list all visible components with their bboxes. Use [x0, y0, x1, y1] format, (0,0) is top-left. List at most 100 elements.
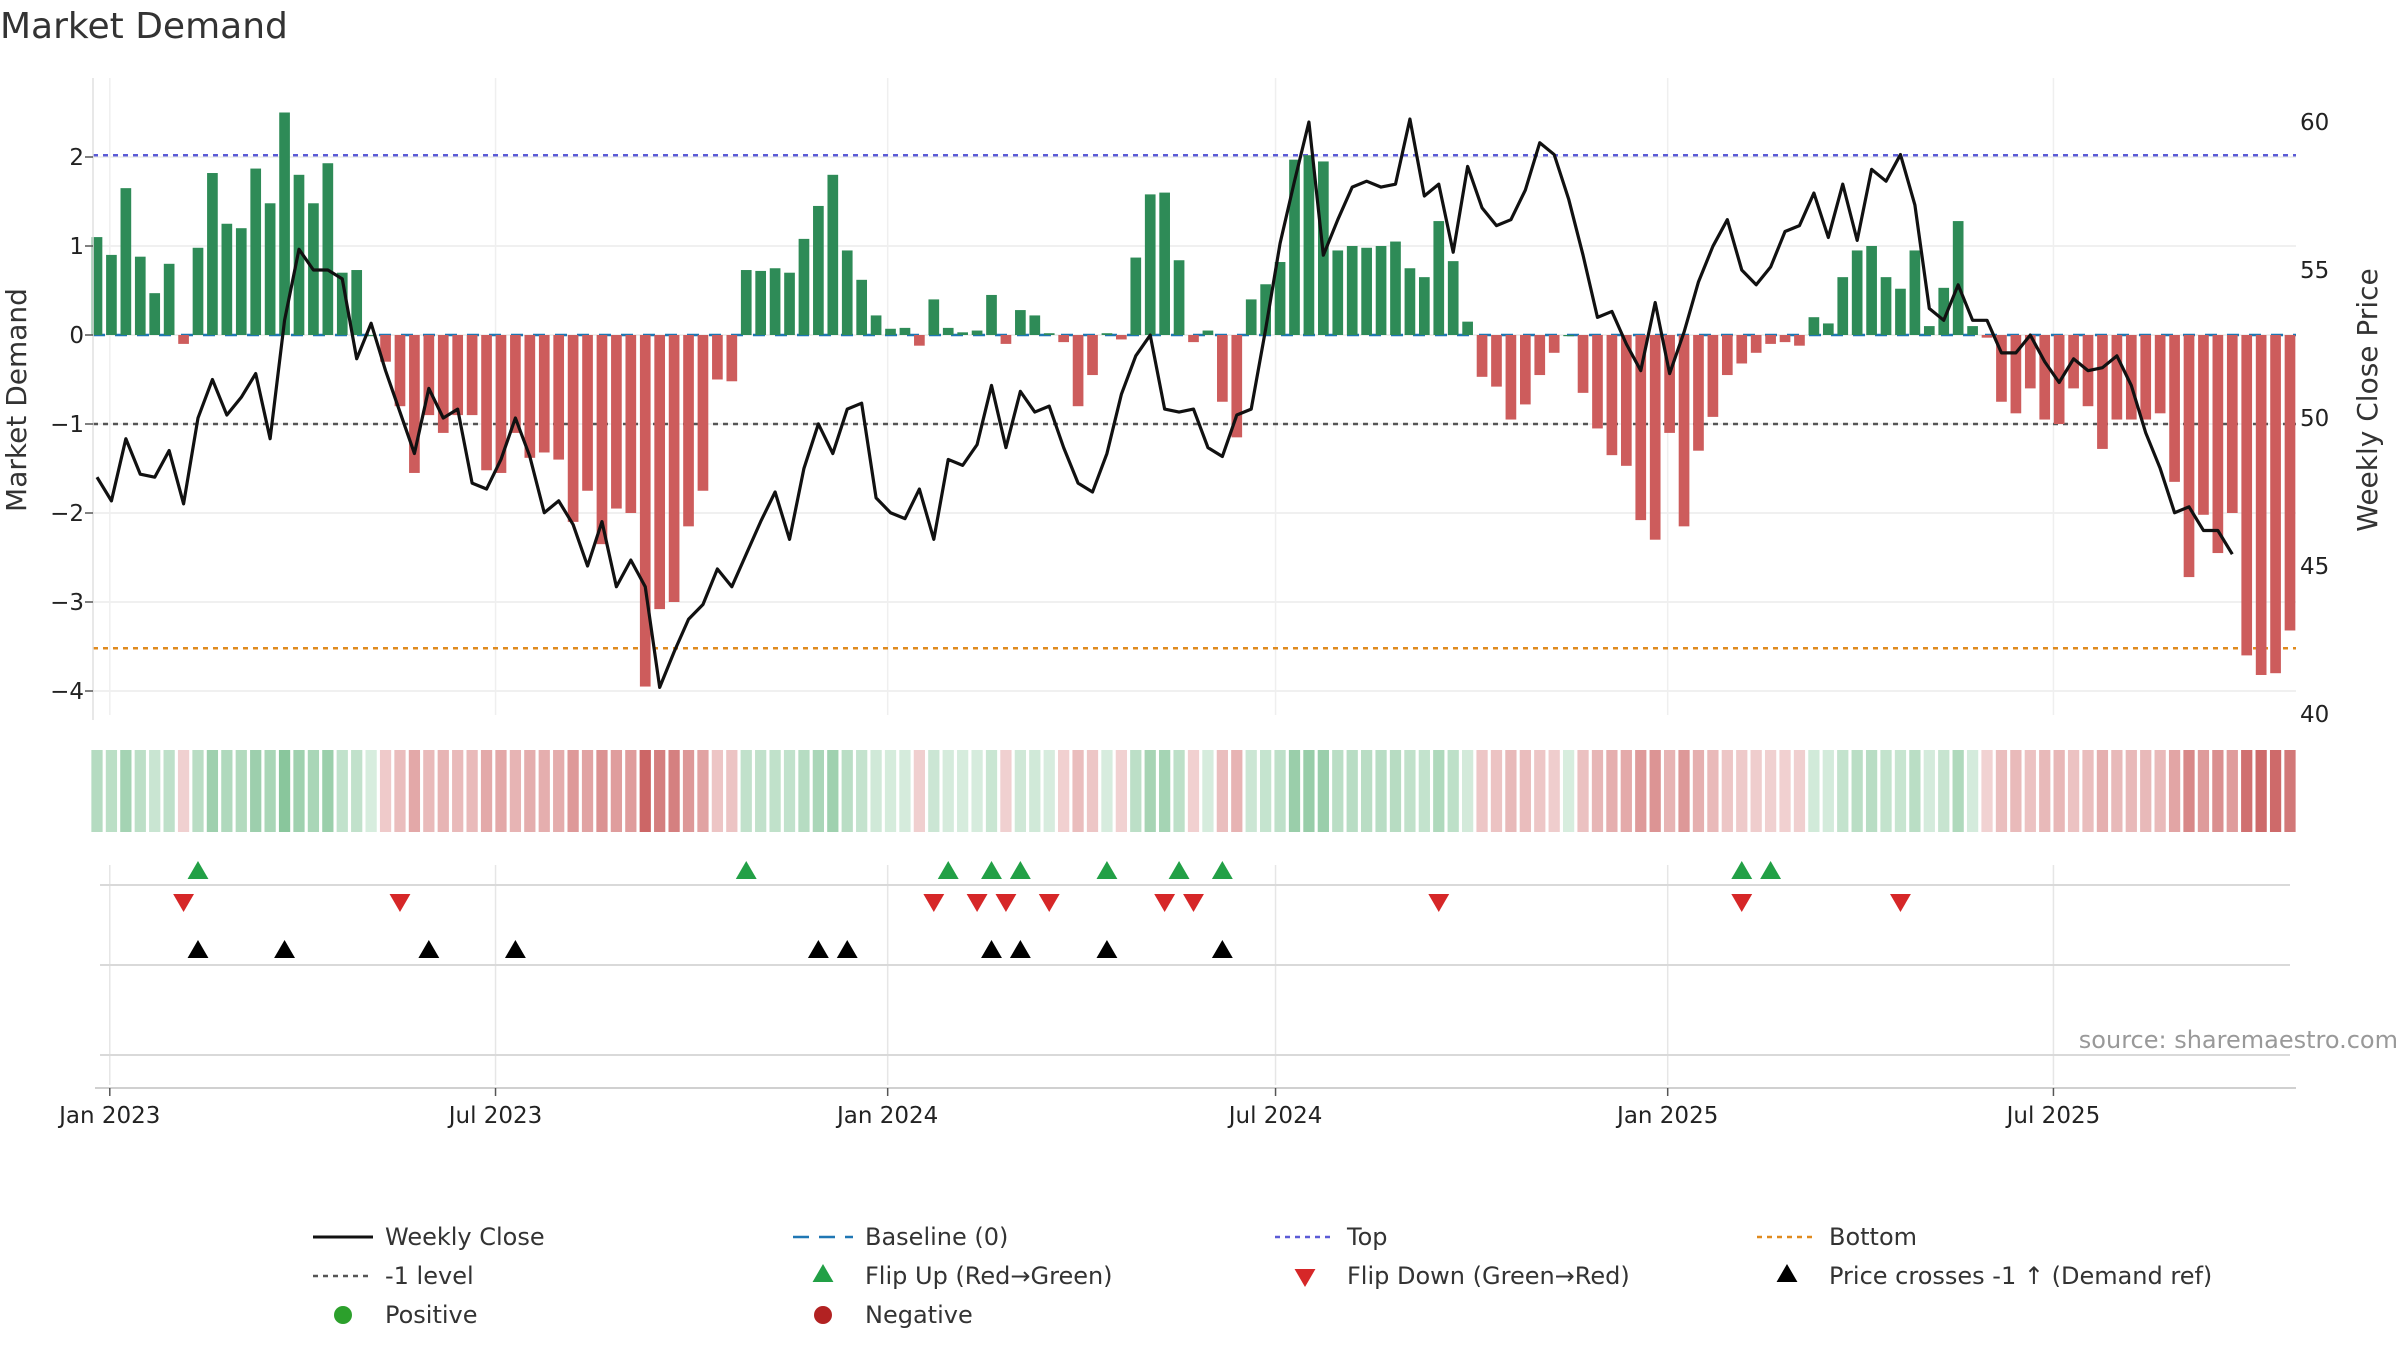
heat-cell: [567, 750, 579, 832]
demand-bar: [899, 327, 911, 335]
demand-bar: [611, 335, 622, 509]
heat-cell: [1101, 750, 1113, 832]
heat-cell: [1678, 750, 1690, 832]
heat-cell: [1389, 750, 1402, 832]
demand-bar: [582, 335, 593, 491]
heat-cell: [654, 750, 666, 832]
heat-cell: [1274, 750, 1286, 832]
heat-cell: [1000, 750, 1012, 832]
demand-bar: [221, 223, 233, 335]
x-tick-label: Jul 2024: [1227, 1103, 1323, 1129]
legend-swatch-negative: [814, 1306, 832, 1324]
demand-bar: [1721, 335, 1733, 376]
demand-bar: [1332, 250, 1344, 335]
heat-cell: [1707, 750, 1719, 832]
heat-cell: [509, 750, 522, 832]
chart-title: Market Demand: [0, 6, 288, 47]
demand-bar: [437, 335, 449, 433]
flip-up-marker: [735, 861, 757, 879]
right-tick-label: 60: [2300, 110, 2329, 136]
demand-bar: [2183, 335, 2195, 578]
heat-cell: [1418, 750, 1430, 832]
demand-bar: [452, 335, 464, 416]
heat-cell: [971, 750, 983, 832]
demand-bar: [1188, 335, 1199, 343]
heat-cell: [1029, 750, 1041, 832]
heat-cell: [278, 750, 291, 832]
left-tick-label: −3: [50, 590, 84, 616]
heat-cell: [783, 750, 796, 832]
heat-cell: [1476, 750, 1488, 832]
heat-cell: [884, 750, 897, 832]
heat-cell: [812, 750, 824, 832]
heat-cell: [1245, 750, 1257, 832]
heat-cell: [1606, 750, 1618, 832]
demand-bar: [668, 335, 680, 602]
legend-label: Weekly Close: [385, 1223, 545, 1251]
heat-cell: [322, 750, 334, 832]
price-cross-marker: [504, 940, 526, 958]
demand-bar: [1375, 246, 1387, 335]
demand-bar: [697, 335, 709, 491]
heat-cell: [134, 750, 146, 832]
heat-cell: [423, 750, 435, 832]
demand-bar: [336, 272, 348, 335]
heat-cell: [682, 750, 695, 832]
heat-cell: [1620, 750, 1632, 832]
demand-bar: [1159, 192, 1170, 335]
demand-bar: [1346, 246, 1358, 335]
demand-bar: [2212, 335, 2224, 554]
heat-cell: [1058, 750, 1070, 832]
heat-cell: [1721, 750, 1733, 832]
heat-cell: [798, 750, 810, 832]
flip-down-marker: [1183, 894, 1204, 912]
demand-bar: [1202, 330, 1214, 335]
demand-bar: [1433, 221, 1445, 335]
right-tick-label: 40: [2300, 702, 2329, 728]
heat-cell: [1086, 750, 1099, 832]
heat-cell: [394, 750, 406, 832]
price-cross-marker: [187, 940, 209, 958]
grid: [93, 78, 2296, 1085]
heat-cell: [856, 750, 868, 832]
heat-cell: [957, 750, 969, 832]
demand-bar: [625, 335, 637, 513]
demand-bar: [957, 332, 968, 335]
heat-cell: [1303, 750, 1315, 832]
demand-bar: [1015, 310, 1026, 335]
demand-bar: [510, 335, 521, 433]
right-tick-label: 55: [2300, 258, 2329, 284]
demand-bar: [2039, 335, 2051, 420]
heat-cell: [1144, 750, 1156, 832]
demand-bar: [1361, 247, 1372, 335]
flip-down-marker: [1890, 894, 1911, 912]
legend-item: Flip Down (Green→Red): [1294, 1262, 1630, 1290]
flip-up-marker: [1731, 861, 1753, 879]
demand-bar: [942, 327, 954, 335]
heat-cell: [2269, 750, 2282, 832]
demand-bar: [1822, 323, 1834, 335]
right-tick-label: 45: [2300, 554, 2329, 580]
demand-bar: [192, 247, 204, 335]
demand-bar: [1548, 335, 1560, 353]
legend-item: Weekly Close: [313, 1223, 545, 1251]
legend-item: Top: [1275, 1223, 1388, 1251]
heat-cell: [870, 750, 882, 832]
demand-bar: [1217, 335, 1228, 402]
demand-bar: [2010, 335, 2022, 414]
heat-cell: [1894, 750, 1907, 832]
demand-bar: [870, 315, 882, 335]
right-tick-label: 50: [2300, 406, 2329, 432]
flip-down-marker: [923, 894, 945, 912]
heat-cell: [2140, 750, 2152, 832]
heat-cell: [1490, 750, 1503, 832]
demand-bar: [1895, 288, 1906, 335]
heat-cell: [1779, 750, 1791, 832]
legend: Weekly Close Baseline (0) Top Bottom -1 leve…: [313, 1223, 2212, 1329]
heat-cell: [2183, 750, 2195, 832]
demand-bar: [1303, 155, 1315, 335]
heat-cell: [942, 750, 954, 832]
source-note: source: sharemaestro.com: [2079, 1026, 2398, 1054]
legend-item: -1 level: [313, 1262, 474, 1290]
demand-bar: [351, 270, 363, 335]
